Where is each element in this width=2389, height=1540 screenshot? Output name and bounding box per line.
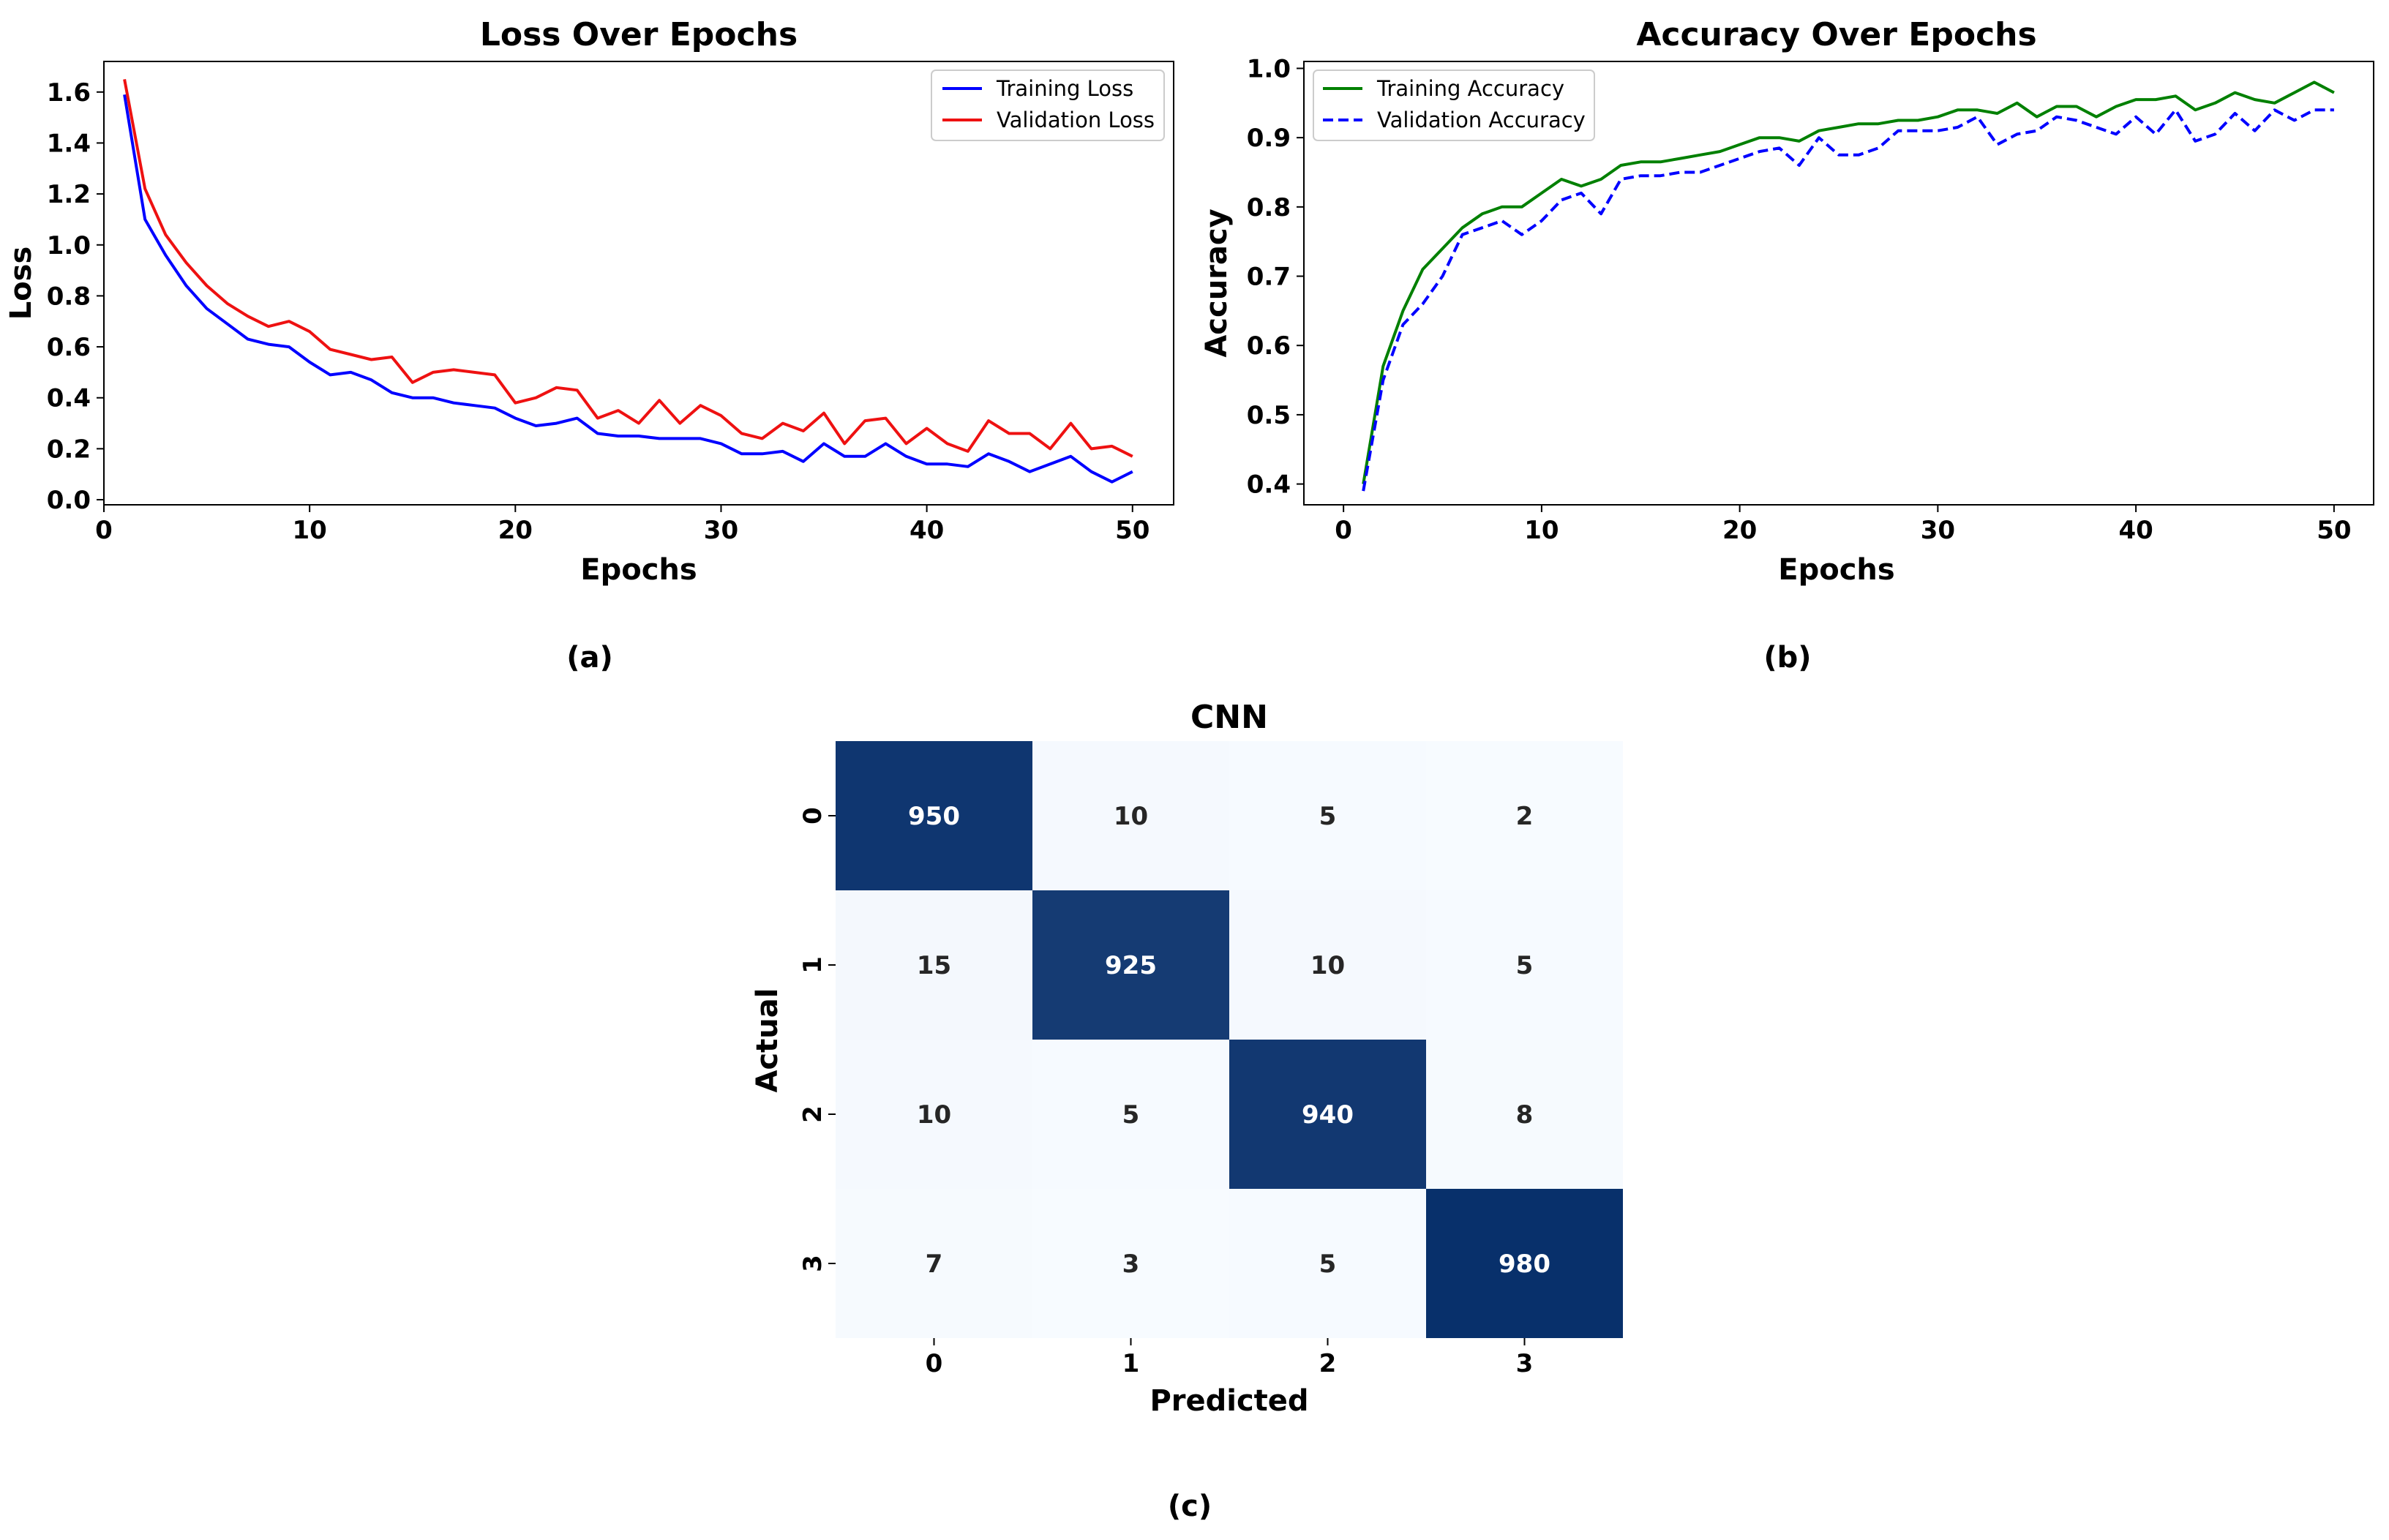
- heatmap-y-tick-label: 1: [798, 956, 828, 974]
- accuracy-x-tick-label: 20: [1722, 516, 1757, 545]
- heatmap-cell-value: 10: [1114, 802, 1148, 831]
- heatmap-cell-value: 10: [1310, 951, 1345, 980]
- heatmap-cell-value: 5: [1319, 802, 1337, 831]
- loss-chart-title: Loss Over Epochs: [480, 16, 798, 53]
- loss-legend-box: [931, 70, 1165, 141]
- loss-y-tick-label: 0.2: [47, 435, 91, 464]
- heatmap-y-tick-label: 3: [798, 1255, 828, 1272]
- accuracy-y-axis-label: Accuracy: [1200, 209, 1234, 357]
- heatmap-cell-value: 3: [1122, 1250, 1140, 1279]
- loss-chart: Loss Over Epochs 0 10 20 30 40 50 0.0 0.2 0.4 0.6…: [4, 16, 1174, 587]
- heatmap-cell-value: 8: [1516, 1100, 1534, 1130]
- accuracy-y-tick-label: 0.6: [1247, 331, 1291, 361]
- accuracy-x-axis-label: Epochs: [1778, 553, 1894, 587]
- heatmap-cell: [1426, 1189, 1623, 1338]
- loss-y-tick-label: 0.6: [47, 333, 91, 362]
- heatmap-x-tick-label: 3: [1516, 1349, 1534, 1378]
- accuracy-chart-title: Accuracy Over Epochs: [1636, 16, 2036, 53]
- accuracy-y-tick-label: 0.4: [1247, 470, 1291, 500]
- heatmap-cell-value: 15: [917, 951, 951, 980]
- accuracy-y-tick-label: 0.7: [1247, 263, 1291, 292]
- loss-x-axis-label: Epochs: [580, 553, 697, 587]
- accuracy-x-tick-label: 0: [1335, 516, 1352, 545]
- heatmap-cell: [1229, 741, 1426, 890]
- loss-legend: Training Loss Validation Loss: [931, 70, 1165, 141]
- heatmap-x-tick-label: 0: [926, 1349, 943, 1378]
- confusion-matrix: CNN 950 10 5 2 15 925 10 5 10 5 940 8 7 3 5 980 0 1 2 3 0 1 2…: [751, 699, 1623, 1418]
- heatmap-cell-value: 950: [908, 802, 960, 831]
- loss-plot-frame: [103, 61, 1174, 506]
- loss-x-tick-label: 30: [704, 516, 738, 545]
- accuracy-x-tick-label: 50: [2317, 516, 2351, 545]
- caption-c: (c): [1168, 1490, 1212, 1523]
- caption-a: (a): [566, 641, 613, 675]
- accuracy-x-tick-label: 30: [1921, 516, 1955, 545]
- loss-y-tick-label: 0.8: [47, 282, 91, 311]
- accuracy-plot-frame: [1303, 61, 2374, 506]
- heatmap-y-tick-label: 2: [798, 1105, 828, 1123]
- heatmap-cell-value: 940: [1302, 1100, 1354, 1130]
- legend-label-training-accuracy: Training Accuracy: [1376, 76, 1564, 101]
- heatmap-cell: [1032, 1040, 1229, 1189]
- accuracy-series-training-accuracy: [1362, 80, 2335, 484]
- heatmap-cell: [836, 1040, 1032, 1189]
- loss-series-training-loss: [123, 94, 1133, 484]
- heatmap-cell-value: 5: [1122, 1100, 1140, 1130]
- loss-y-tick-label: 1.2: [47, 180, 91, 209]
- confusion-matrix-title: CNN: [1190, 699, 1268, 736]
- accuracy-legend: Training Accuracy Validation Accuracy: [1313, 70, 1595, 141]
- loss-y-tick-label: 1.4: [47, 129, 91, 158]
- heatmap-x-tick-label: 2: [1319, 1349, 1337, 1378]
- legend-label-training-loss: Training Loss: [996, 76, 1133, 101]
- accuracy-y-tick-label: 0.8: [1247, 193, 1291, 222]
- accuracy-y-tick-label: 0.9: [1247, 124, 1291, 153]
- heatmap-cell-value: 5: [1516, 951, 1534, 980]
- heatmap-cell: [1426, 890, 1623, 1040]
- heatmap-cell-value: 925: [1105, 951, 1157, 980]
- heatmap-cell: [1229, 1040, 1426, 1189]
- heatmap-cell: [836, 741, 1032, 890]
- heatmap-cell: [1032, 741, 1229, 890]
- loss-y-tick-label: 0.4: [47, 384, 91, 413]
- heatmap-cell-value: 7: [926, 1250, 943, 1279]
- loss-y-tick-label: 1.6: [47, 78, 91, 108]
- heatmap-cell: [1426, 741, 1623, 890]
- heatmap-cell-value: 2: [1516, 802, 1534, 831]
- loss-y-tick-label: 1.0: [47, 231, 91, 260]
- heatmap-cell-value: 10: [917, 1100, 951, 1130]
- accuracy-x-tick-label: 40: [2118, 516, 2153, 545]
- heatmap-cell: [1032, 890, 1229, 1040]
- loss-y-tick-label: 0.0: [47, 486, 91, 515]
- heatmap-cell: [836, 1189, 1032, 1338]
- accuracy-series-validation-accuracy: [1362, 108, 2334, 492]
- heatmap-y-tick-label: 0: [798, 807, 828, 825]
- loss-x-tick-label: 50: [1115, 516, 1150, 545]
- legend-label-validation-loss: Validation Loss: [997, 108, 1155, 132]
- loss-x-tick-label: 40: [910, 516, 944, 545]
- loss-series-validation-loss: [123, 79, 1133, 458]
- loss-x-tick-label: 10: [292, 516, 326, 545]
- caption-b: (b): [1763, 641, 1811, 675]
- heatmap-cell-value: 5: [1319, 1250, 1337, 1279]
- heatmap-cell: [1032, 1189, 1229, 1338]
- heatmap-x-tick-label: 1: [1122, 1349, 1140, 1378]
- accuracy-legend-box: [1313, 70, 1595, 141]
- heatmap-cell-value: 980: [1499, 1250, 1550, 1279]
- accuracy-y-tick-label: 0.5: [1247, 401, 1291, 430]
- confusion-x-axis-label: Predicted: [1150, 1384, 1308, 1418]
- accuracy-chart: Accuracy Over Epochs 0 10 20 30 40 50 0.4 0.5 0.…: [1200, 16, 2374, 587]
- heatmap-cell: [1229, 890, 1426, 1040]
- loss-y-axis-label: Loss: [4, 247, 38, 320]
- heatmap-cell: [836, 890, 1032, 1040]
- loss-x-tick-label: 20: [498, 516, 533, 545]
- accuracy-x-tick-label: 10: [1524, 516, 1559, 545]
- legend-label-validation-accuracy: Validation Accuracy: [1377, 108, 1586, 132]
- heatmap-cell: [1426, 1040, 1623, 1189]
- confusion-y-axis-label: Actual: [751, 988, 784, 1093]
- accuracy-y-tick-label: 1.0: [1247, 54, 1291, 83]
- loss-x-tick-label: 0: [95, 516, 113, 545]
- heatmap-cell: [1229, 1189, 1426, 1338]
